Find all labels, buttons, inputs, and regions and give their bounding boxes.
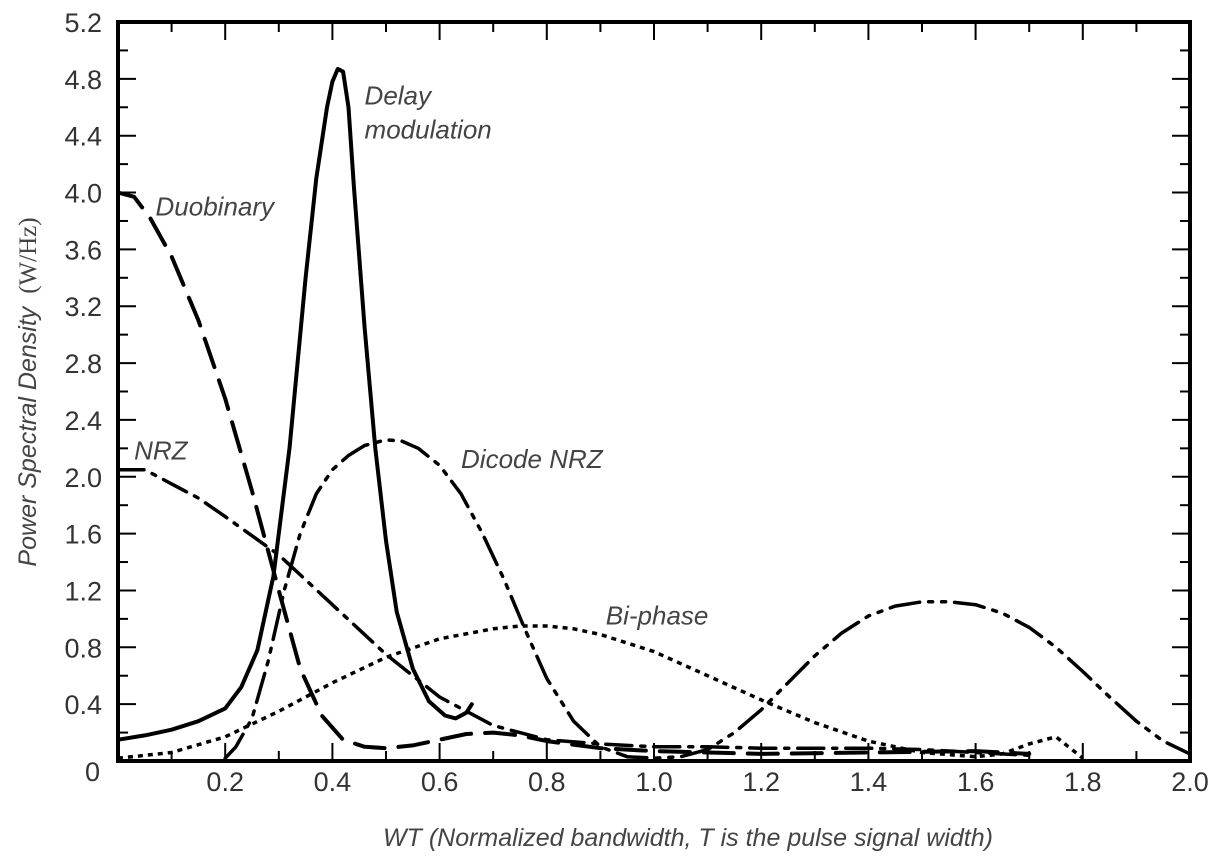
x-tick-label: 1.4 bbox=[850, 767, 888, 797]
y-axis-title-text: Power Spectral Density bbox=[14, 305, 42, 566]
x-tick-label: 1.2 bbox=[742, 767, 780, 797]
series-line-delay-modulation bbox=[116, 66, 474, 742]
y-tick-label: 2.8 bbox=[64, 349, 102, 379]
y-tick-label: 4.8 bbox=[64, 65, 102, 95]
series-label-dicode-nrz: Dicode NRZ bbox=[461, 444, 604, 474]
series-label-duobinary: Duobinary bbox=[156, 191, 277, 221]
series-label-delay-modulation: Delay modulation bbox=[365, 80, 492, 144]
y-tick-label: 3.2 bbox=[64, 292, 102, 322]
x-tick-label: 1.6 bbox=[957, 767, 995, 797]
y-axis-title-unit: (W/Hz) bbox=[15, 217, 42, 293]
y-tick-label: 0.8 bbox=[64, 633, 102, 663]
x-tick-label: 1.8 bbox=[1064, 767, 1102, 797]
series-line-nrz bbox=[116, 467, 1031, 758]
series-layer bbox=[116, 66, 1192, 760]
y-tick-label: 1.2 bbox=[64, 576, 102, 606]
y-tick-label: 2.4 bbox=[64, 406, 102, 436]
x-tick-label: 0.6 bbox=[421, 767, 459, 797]
y-tick-label: 3.6 bbox=[64, 235, 102, 265]
y-tick-label: 0.4 bbox=[64, 690, 102, 720]
y-tick-label: 0 bbox=[85, 757, 100, 787]
series-line-duobinary bbox=[116, 190, 1032, 756]
y-tick-label: 5.2 bbox=[64, 8, 102, 38]
x-tick-label: 0.2 bbox=[206, 767, 244, 797]
x-axis-title: WT (Normalized bandwidth, T is the pulse… bbox=[383, 824, 993, 852]
y-tick-label: 1.6 bbox=[64, 520, 102, 550]
y-axis-title: Power Spectral Density (W/Hz) bbox=[14, 217, 42, 566]
x-tick-label: 0.8 bbox=[528, 767, 566, 797]
series-line-dicode-nrz bbox=[223, 438, 1192, 760]
tick-labels: 0.2 0.4 0.6 0.8 1.0 1.2 1.4 1.6 1.8 2.0 0 0.4 0.8 1.2… bbox=[64, 8, 1208, 797]
series-line-bi-phase bbox=[117, 624, 1084, 760]
x-tick-label: 1.0 bbox=[635, 767, 673, 797]
x-tick-label: 2.0 bbox=[1171, 767, 1209, 797]
series-label-nrz: NRZ bbox=[134, 436, 189, 466]
y-tick-label: 2.0 bbox=[64, 463, 102, 493]
x-tick-label: 0.4 bbox=[314, 767, 352, 797]
y-tick-label: 4.0 bbox=[64, 179, 102, 209]
plot-frame bbox=[116, 20, 1192, 763]
y-tick-label: 4.4 bbox=[64, 122, 102, 152]
series-label-bi-phase: Bi-phase bbox=[606, 601, 709, 631]
series-labels: Delay modulation Duobinary NRZ Dicode NRZ Bi-… bbox=[134, 80, 708, 630]
